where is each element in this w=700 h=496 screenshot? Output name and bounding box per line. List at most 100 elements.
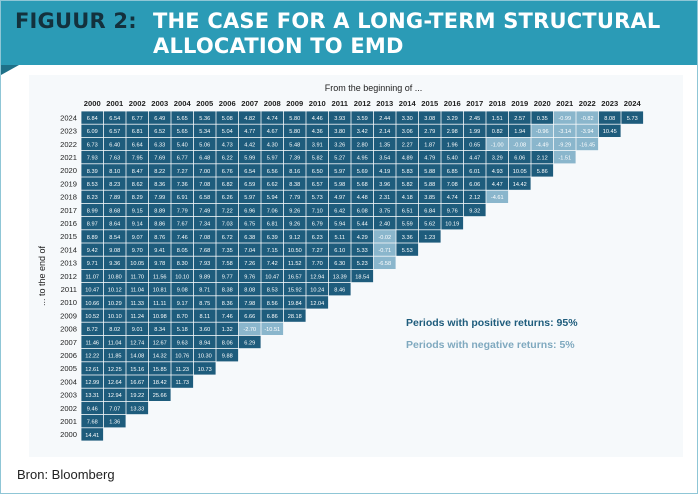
positive-return-cell [261,309,284,322]
cell-value-label: 8.38 [289,182,300,188]
positive-return-cell [351,230,374,243]
positive-return-cell [306,296,329,309]
cell-value-label: 7.26 [244,261,255,267]
cell-value-label: 2.98 [447,129,458,135]
cell-value-label: 6.84 [424,208,435,214]
positive-return-cell [261,151,284,164]
cell-value-label: 12.61 [85,367,99,373]
positive-return-cell [148,362,171,375]
cell-value-label: 5.73 [312,195,323,201]
positive-return-cell [216,283,239,296]
cell-value-label: 12.64 [108,380,122,386]
cell-value-label: 7.22 [222,208,233,214]
cell-value-label: 7.49 [199,208,210,214]
cell-value-label: 2.27 [402,142,413,148]
positive-return-cell [328,269,351,283]
cell-value-label: 13.39 [333,274,347,280]
positive-return-cell [126,203,149,217]
cell-value-label: 8.02 [109,327,120,333]
cell-value-label: 8.64 [109,222,120,228]
positive-return-cell [283,111,306,124]
cell-value-label: 7.35 [222,248,233,254]
cell-value-label: 7.63 [109,156,120,162]
positive-return-cell [328,230,351,243]
cell-value-label: 8.53 [267,288,278,294]
cell-value-label: 2.45 [469,116,480,122]
cell-value-label: 3.80 [334,129,345,135]
cell-value-label: 9.77 [222,274,233,280]
positive-return-cell [441,190,464,203]
positive-return-cell [148,309,171,322]
x-tick-label: 2013 [376,99,393,108]
cell-value-label: 8.23 [109,182,120,188]
cell-value-label: 5.97 [267,156,278,162]
positive-return-cell [373,177,396,190]
positive-return-cell [283,177,306,190]
cell-value-label: 3.60 [199,327,210,333]
positive-return-cell [148,230,171,243]
x-tick-label: 2012 [354,99,371,108]
positive-return-cell [216,230,239,243]
positive-return-cell [216,124,239,137]
positive-return-cell [148,322,171,335]
cell-value-label: 8.89 [154,208,165,214]
cell-value-label: 4.79 [424,156,435,162]
cell-value-label: 0.82 [492,129,503,135]
cell-value-label: 5.40 [447,156,458,162]
positive-return-cell [193,151,216,164]
positive-return-cell [103,111,126,124]
positive-return-cell [396,177,419,190]
positive-return-cell [396,217,419,230]
positive-return-cell [463,137,486,151]
cell-value-label: 8.94 [199,340,210,346]
cell-value-label: 4.73 [222,142,233,148]
cell-value-label: 6.72 [222,235,233,241]
cell-value-label: 3.96 [379,182,390,188]
cell-value-label: 3.91 [312,142,323,148]
cell-value-label: -0.08 [513,142,526,148]
positive-return-cell [306,190,329,203]
x-tick-label: 2006 [219,99,236,108]
cell-value-label: 8.97 [87,222,98,228]
positive-return-cell [193,296,216,309]
cell-value-label: 8.68 [109,208,120,214]
positive-return-cell [351,137,374,151]
positive-return-cell [621,111,644,124]
cell-value-label: 4.46 [312,116,323,122]
cell-value-label: 6.64 [132,142,143,148]
cell-value-label: 8.47 [132,169,143,175]
positive-return-cell [238,256,261,269]
cell-value-label: 12.99 [85,380,99,386]
positive-return-cell [103,335,126,349]
cell-value-label: 7.46 [177,235,188,241]
x-tick-label: 2022 [579,99,596,108]
cell-value-label: 7.98 [244,301,255,307]
cell-value-label: 5.11 [335,235,345,241]
positive-return-cell [238,217,261,230]
positive-return-cell [81,362,104,375]
cell-value-label: 6.29 [244,340,255,346]
cell-value-label: 4.48 [357,195,368,201]
positive-return-cell [238,335,261,349]
cell-value-label: 5.73 [627,116,638,122]
cell-value-label: 5.82 [402,182,413,188]
positive-return-cell [216,309,239,322]
positive-return-cell [531,164,554,177]
positive-return-cell [216,269,239,283]
y-tick-label: 2007 [60,338,77,347]
cell-value-label: 10.45 [603,129,617,135]
cell-value-label: 5.80 [289,129,300,135]
cell-value-label: 8.29 [132,195,143,201]
cell-value-label: 8.05 [177,248,188,254]
positive-return-cell [126,256,149,269]
positive-return-cell [508,151,531,164]
positive-return-cell [598,111,621,124]
positive-return-cell [261,137,284,151]
negative-return-cell [531,137,554,151]
cell-value-label: 6.09 [87,129,98,135]
positive-return-cell [193,322,216,335]
cell-value-label: 6.50 [312,169,323,175]
x-tick-label: 2011 [332,99,349,108]
cell-value-label: 1.96 [447,142,458,148]
cell-value-label: 10.76 [175,354,189,360]
